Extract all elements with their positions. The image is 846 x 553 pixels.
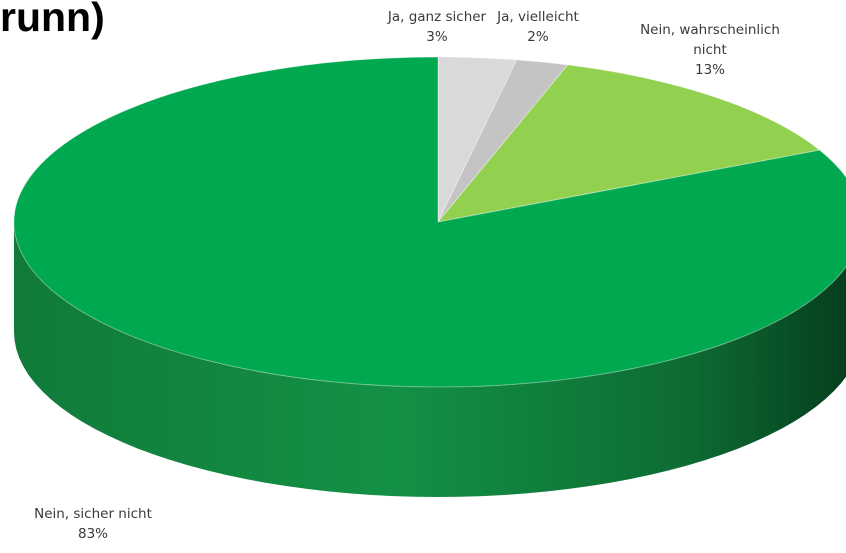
- pie-slice-0: [437, 56, 518, 223]
- data-label-0: Ja, ganz sicher 3%: [387, 9, 487, 45]
- pie-slice-1: [437, 59, 569, 223]
- data-label-1: Ja, vielleicht 2%: [496, 9, 579, 45]
- chart-title: runn): [0, 0, 105, 40]
- pie-side-3: [14, 222, 846, 497]
- data-label-2: Nein, wahrscheinlich nicht 13%: [640, 22, 780, 78]
- pie-slice-3: [13, 56, 846, 388]
- data-label-3: Nein, sicher nicht 83%: [34, 506, 152, 542]
- pie-slice-2: [436, 64, 821, 223]
